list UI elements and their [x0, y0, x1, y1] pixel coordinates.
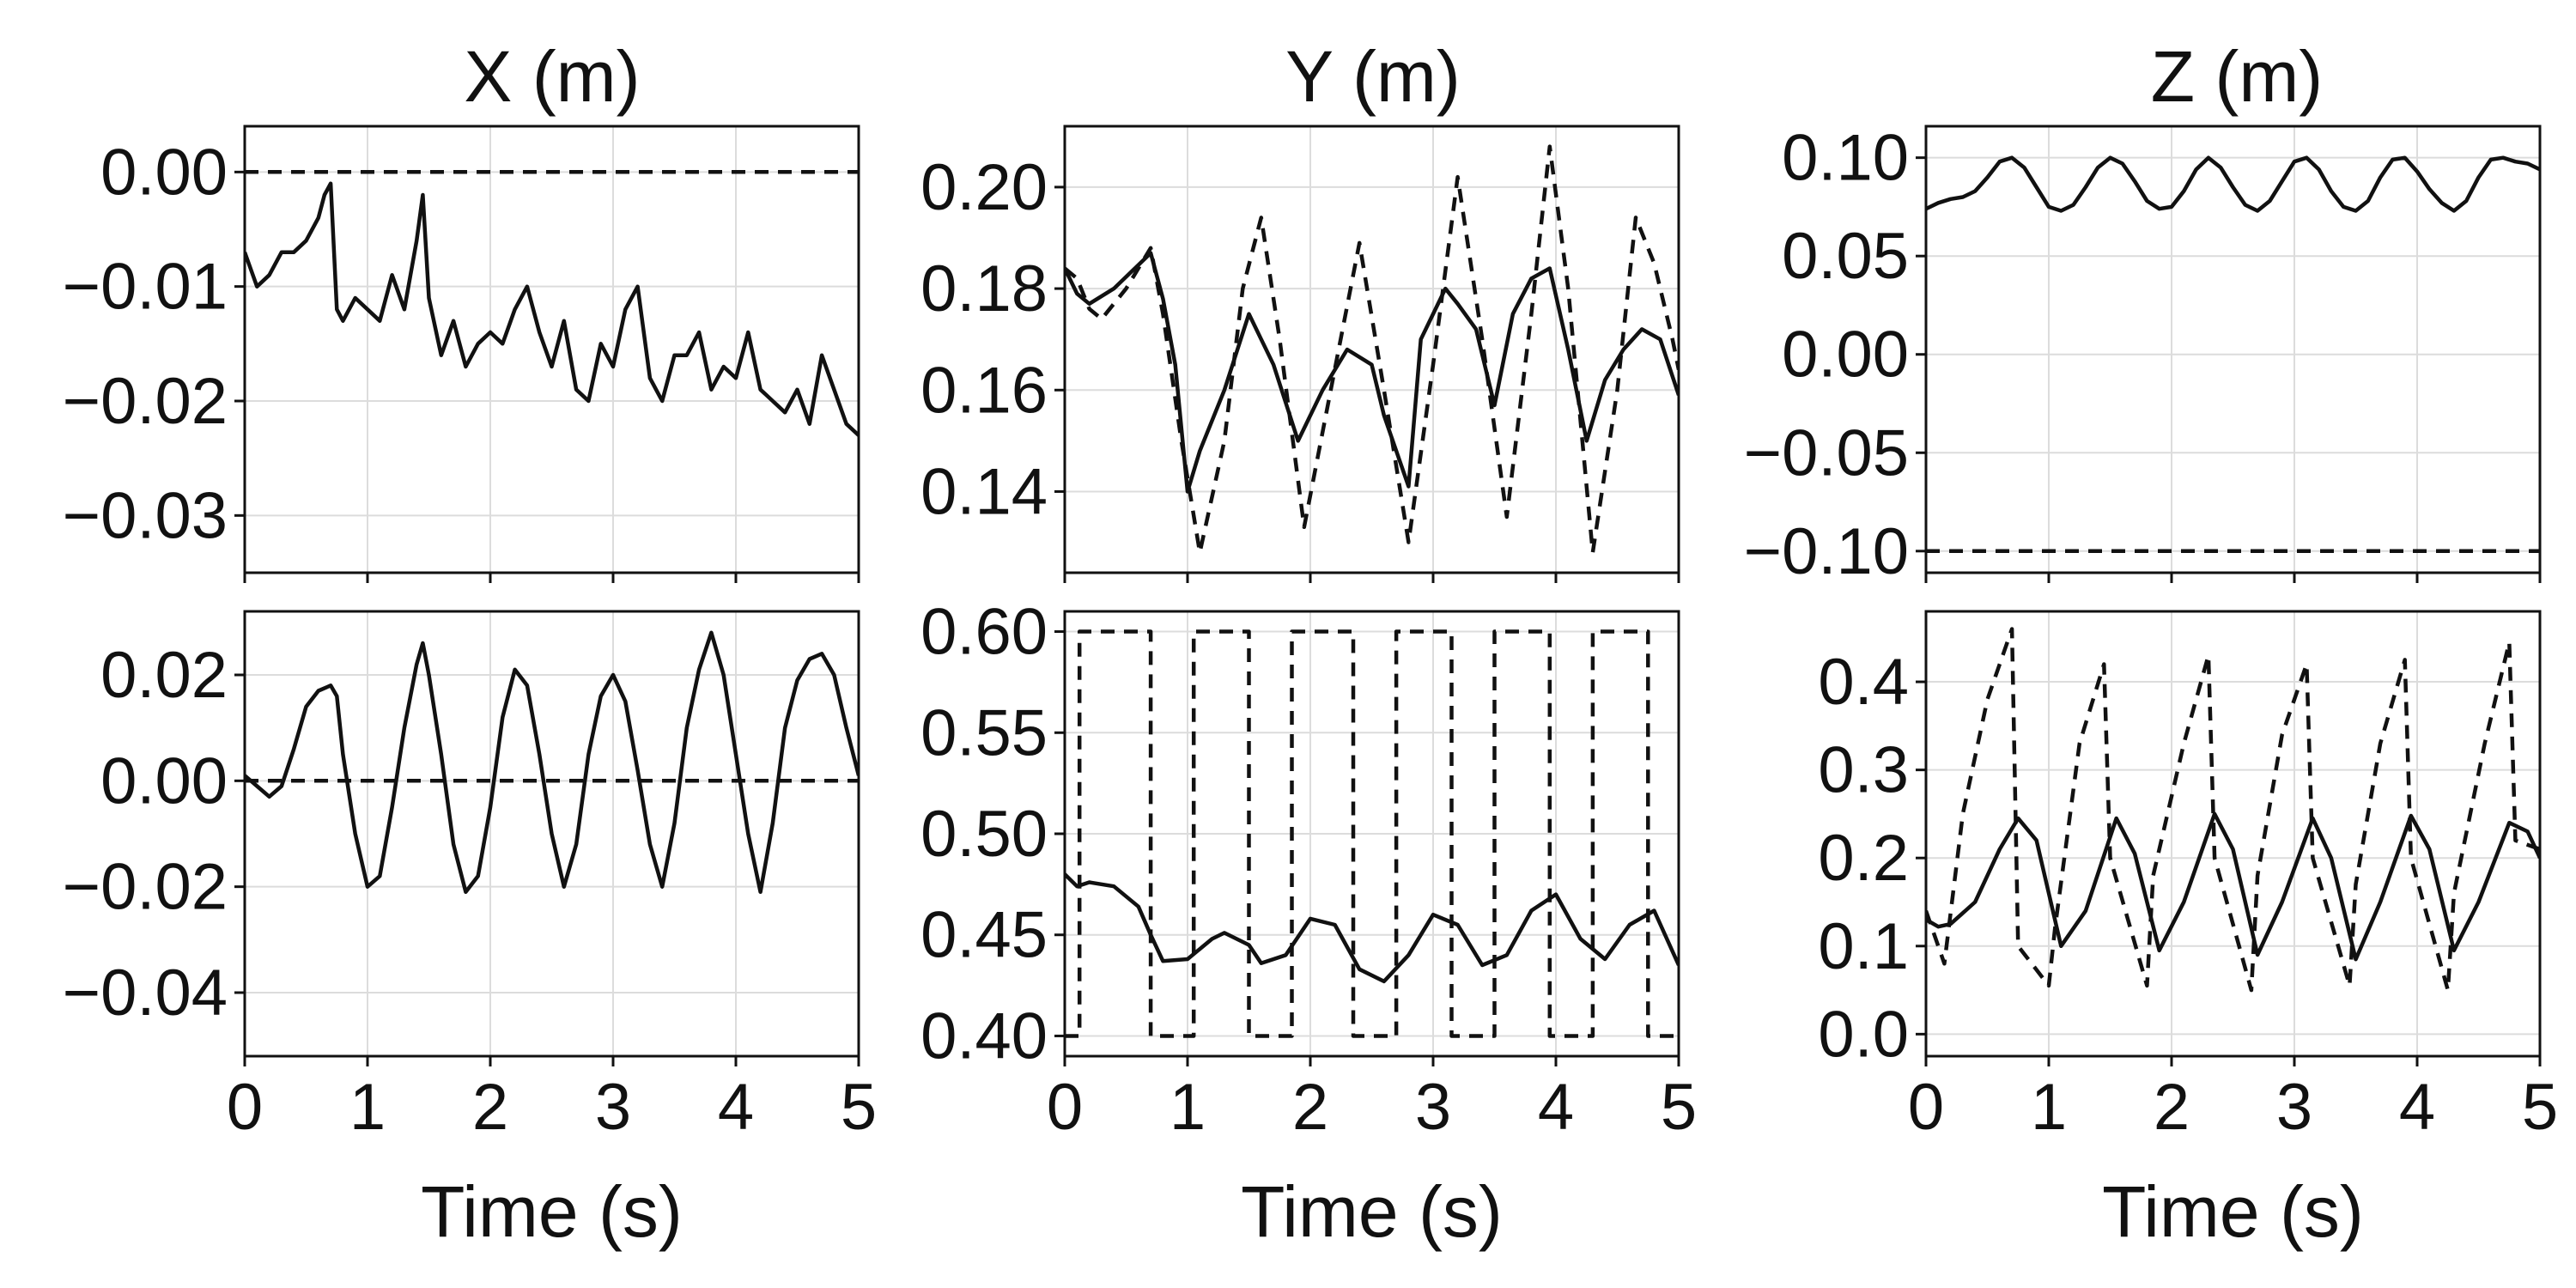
x-tick-label: 5 — [2522, 1071, 2558, 1144]
series-measured — [245, 630, 859, 895]
y-tick-label: 0.3 — [1818, 734, 1909, 807]
x-axis-label: Time (s) — [421, 1171, 683, 1252]
series-reference — [1065, 629, 1679, 1038]
y-tick-label: 0.00 — [100, 744, 228, 817]
panel-r0-c2: 0.10 0.05 0.00 −0.05 −0.10 — [1744, 122, 2542, 588]
y-tick-label: 0.05 — [1782, 220, 1909, 293]
series-measured — [1065, 251, 1679, 494]
panel-r1-c1: 0.60 0.55 0.50 0.45 0.400 1 2 3 4 5 Time (s) — [920, 596, 1697, 1252]
x-tick-label: 3 — [2276, 1071, 2312, 1144]
x-tick-label: 2 — [472, 1071, 508, 1144]
y-tick-label: 0.00 — [100, 136, 228, 209]
x-tick-label: 0 — [227, 1071, 263, 1144]
series-reference — [1926, 627, 2540, 993]
panel-r0-c1: 0.14 0.16 0.18 0.20 — [920, 125, 1680, 583]
x-tick-label: 5 — [1661, 1071, 1697, 1144]
x-tick-label: 1 — [2031, 1071, 2067, 1144]
y-tick-label: 0.50 — [920, 798, 1048, 871]
y-tick-label: 0.2 — [1818, 822, 1909, 895]
series-measured — [1065, 872, 1679, 984]
plot-frame — [1063, 125, 1680, 574]
y-tick-label: 0.1 — [1818, 910, 1909, 983]
plot-frame — [243, 125, 860, 574]
y-tick-label: −0.05 — [1744, 416, 1909, 489]
y-tick-label: −0.10 — [1744, 515, 1909, 588]
series-measured — [1926, 155, 2540, 213]
series-measured — [245, 181, 859, 437]
y-tick-label: 0.10 — [1782, 122, 1909, 195]
plot-frame — [1924, 125, 2542, 574]
x-tick-label: 1 — [349, 1071, 386, 1144]
x-tick-label: 2 — [1292, 1071, 1328, 1144]
x-axis-label: Time (s) — [1241, 1171, 1503, 1252]
panel-r1-c2: 0.4 0.3 0.2 0.1 0.00 1 2 3 4 5 Time (s) — [1818, 610, 2558, 1252]
x-tick-label: 0 — [1908, 1071, 1944, 1144]
y-tick-label: 0.0 — [1818, 998, 1909, 1071]
column-title-z: Z (m) — [2151, 36, 2324, 117]
y-tick-label: 0.00 — [1782, 319, 1909, 392]
y-tick-label: 0.55 — [920, 696, 1048, 769]
column-title-y: Y (m) — [1285, 36, 1461, 117]
y-tick-label: 0.14 — [920, 455, 1048, 528]
y-tick-label: −0.02 — [63, 851, 228, 924]
y-tick-label: 0.20 — [920, 151, 1048, 224]
y-tick-label: 0.40 — [920, 999, 1048, 1072]
x-tick-label: 0 — [1047, 1071, 1083, 1144]
y-tick-label: 0.02 — [100, 639, 228, 712]
y-tick-label: −0.02 — [63, 365, 228, 438]
panel-r1-c0: 0.02 0.00 −0.02 −0.04 0 1 2 3 4 5 Time (s) — [63, 610, 877, 1252]
y-tick-label: −0.03 — [63, 479, 228, 552]
y-tick-label: −0.04 — [63, 957, 228, 1030]
y-tick-label: −0.01 — [63, 251, 228, 324]
x-tick-label: 5 — [841, 1071, 877, 1144]
x-tick-label: 1 — [1170, 1071, 1206, 1144]
x-tick-label: 3 — [595, 1071, 631, 1144]
y-tick-label: 0.4 — [1818, 646, 1909, 719]
x-tick-label: 2 — [2154, 1071, 2190, 1144]
x-tick-label: 4 — [718, 1071, 754, 1144]
plot-frame — [1924, 610, 2542, 1058]
y-tick-label: 0.16 — [920, 354, 1048, 427]
panel-r0-c0: 0.00 −0.01 −0.02 −0.03 — [63, 125, 860, 583]
y-tick-label: 0.60 — [920, 596, 1048, 669]
series-reference — [1065, 144, 1679, 555]
x-tick-label: 4 — [2399, 1071, 2435, 1144]
column-title-x: X (m) — [464, 36, 640, 117]
x-tick-label: 3 — [1415, 1071, 1451, 1144]
x-axis-label: Time (s) — [2102, 1171, 2364, 1252]
panels: 0.00−0.01−0.02−0.03 0.140.160.180.20 0.100… — [63, 122, 2558, 1252]
plot-frame — [243, 610, 860, 1058]
y-tick-label: 0.18 — [920, 252, 1048, 325]
series-measured — [1926, 811, 2540, 962]
x-tick-label: 4 — [1538, 1071, 1574, 1144]
y-tick-label: 0.45 — [920, 899, 1048, 972]
